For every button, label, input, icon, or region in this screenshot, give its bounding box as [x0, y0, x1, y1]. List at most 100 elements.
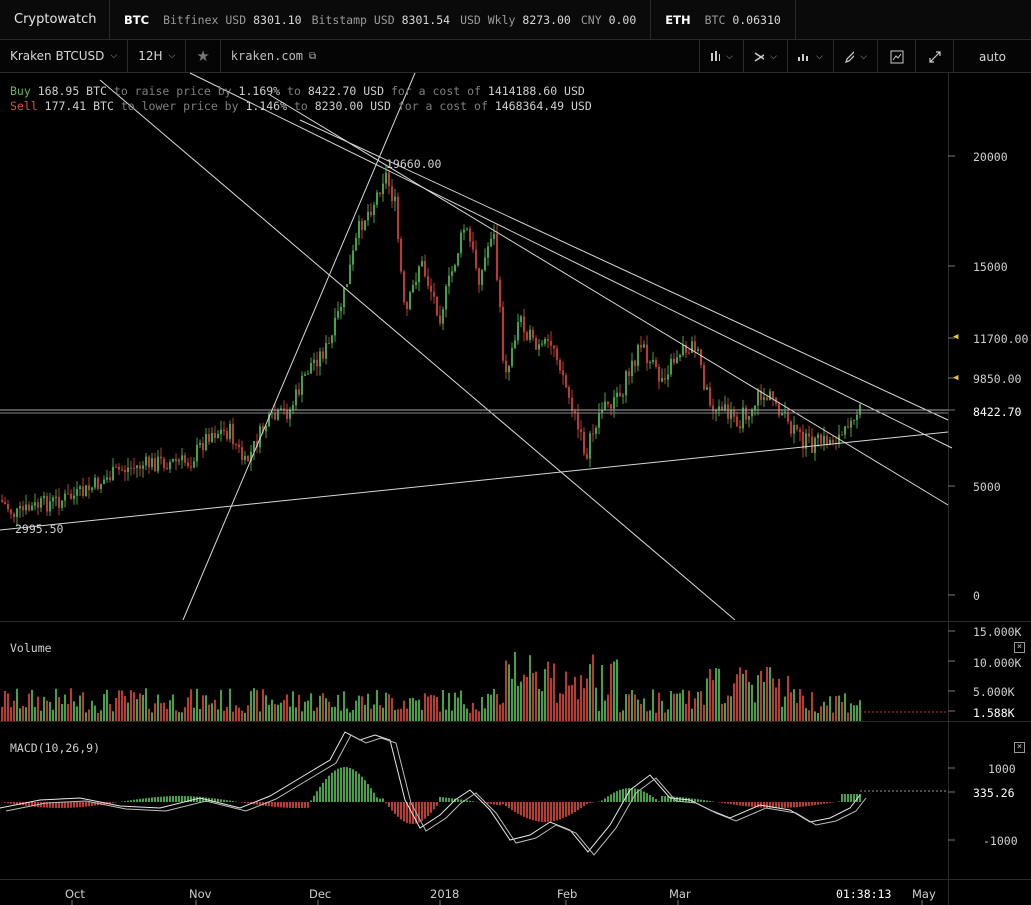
- chart-type-button[interactable]: ⌵: [787, 40, 833, 73]
- volume-bar: [76, 706, 78, 721]
- volume-bar: [814, 711, 816, 721]
- ticker-weekly[interactable]: USD Wkly 8273.00: [460, 12, 571, 27]
- macd-histogram-bar: [268, 802, 270, 807]
- volume-bar: [574, 676, 576, 721]
- macd-histogram-bar: [280, 802, 282, 808]
- candle-body: [109, 477, 111, 481]
- macd-histogram-bar: [703, 800, 705, 802]
- candle-body: [769, 391, 771, 401]
- volume-bar: [112, 711, 114, 721]
- candle-body: [328, 343, 330, 345]
- macd-histogram-bar: [148, 797, 150, 802]
- macd-histogram-bar: [571, 802, 573, 814]
- volume-bar: [772, 678, 774, 721]
- fullscreen-button[interactable]: [915, 40, 953, 73]
- candle-body: [46, 495, 48, 512]
- candle-body: [313, 359, 315, 363]
- volume-bar: [628, 694, 630, 721]
- candle-body: [583, 431, 585, 454]
- candle-body: [565, 375, 567, 388]
- candle-body: [694, 341, 696, 351]
- draw-button[interactable]: ⌵: [833, 40, 877, 73]
- candle-body: [577, 413, 579, 430]
- macd-histogram-bar: [700, 799, 702, 802]
- candle-body: [175, 458, 177, 462]
- close-macd-icon[interactable]: ×: [1014, 742, 1025, 753]
- macd-histogram-bar: [751, 802, 753, 807]
- macd-histogram-bar: [187, 796, 189, 802]
- volume-bar: [754, 702, 756, 721]
- candle-body: [208, 433, 210, 442]
- candle-body: [301, 375, 303, 395]
- volume-bar: [502, 702, 504, 721]
- macd-histogram-bar: [805, 802, 807, 807]
- candle-body: [379, 192, 381, 195]
- draw-icon: [845, 50, 855, 63]
- close-volume-icon[interactable]: ×: [1014, 642, 1025, 653]
- market-selector[interactable]: Kraken BTCUSD ⌵: [0, 39, 129, 73]
- volume-bar: [154, 703, 156, 721]
- indicators-button[interactable]: ⌵: [743, 40, 787, 73]
- btc-ticker-group[interactable]: BTC Bitfinex USD 8301.10 Bitstamp USD 83…: [110, 0, 652, 40]
- volume-bar: [835, 696, 837, 721]
- macd-histogram-bar: [292, 802, 294, 808]
- candle-body: [289, 409, 291, 419]
- macd-histogram-bar: [562, 802, 564, 819]
- volume-bar: [271, 699, 273, 721]
- macd-histogram-bar: [49, 802, 51, 808]
- macd-histogram-bar: [322, 782, 324, 802]
- volume-bar: [700, 691, 702, 721]
- macd-histogram-bar: [259, 802, 261, 806]
- favorite-button[interactable]: ★: [186, 39, 221, 73]
- volume-bar: [595, 687, 597, 721]
- sell-line: Sell 177.41 BTC to lower price by 1.146%…: [10, 99, 592, 113]
- candle-body: [505, 360, 507, 373]
- ticker-bitfinex[interactable]: Bitfinex USD 8301.10: [163, 12, 302, 27]
- ticker-cny[interactable]: CNY 0.00: [580, 12, 637, 27]
- screenshot-button[interactable]: [877, 40, 915, 73]
- volume-bar: [487, 693, 489, 721]
- exchange-link[interactable]: kraken.com ⧉: [221, 40, 326, 73]
- chevron-down-icon: ⌵: [168, 51, 176, 61]
- volume-bar: [475, 709, 477, 721]
- macd-histogram-bar: [676, 796, 678, 802]
- macd-histogram-bar: [184, 796, 186, 802]
- volume-bar: [85, 712, 87, 721]
- volume-bar: [469, 712, 471, 721]
- volume-bar: [55, 688, 57, 721]
- volume-bar: [568, 685, 570, 721]
- candles-button[interactable]: ⌵: [699, 40, 743, 73]
- candle-body: [682, 344, 684, 355]
- candle-body: [322, 351, 324, 359]
- scale-mode-button[interactable]: auto: [953, 40, 1031, 73]
- chevron-down-icon: ⌵: [770, 51, 777, 62]
- candle-body: [640, 344, 642, 348]
- macd-histogram-bar: [664, 796, 666, 802]
- candle-body: [586, 453, 588, 459]
- volume-bar: [349, 712, 351, 721]
- ticker-eth-btc[interactable]: BTC 0.06310: [704, 12, 781, 27]
- candle-body: [589, 433, 591, 459]
- volume-bar: [421, 709, 423, 721]
- volume-bar: [439, 711, 441, 721]
- candle-body: [781, 412, 783, 416]
- eth-ticker-group[interactable]: ETH BTC 0.06310: [651, 0, 796, 40]
- macd-histogram-bar: [787, 802, 789, 808]
- volume-pane[interactable]: [0, 622, 1031, 722]
- candle-body: [241, 447, 243, 460]
- volume-bar: [169, 700, 171, 721]
- macd-histogram-bar: [631, 788, 633, 802]
- interval-selector[interactable]: 12H ⌵: [128, 39, 187, 73]
- macd-histogram-bar: [661, 796, 663, 802]
- volume-bar: [364, 704, 366, 721]
- macd-histogram-bar: [739, 802, 741, 806]
- volume-bar: [586, 678, 588, 721]
- app-brand[interactable]: Cryptowatch: [0, 0, 110, 40]
- price-pane[interactable]: [0, 73, 1031, 622]
- volume-bar: [256, 690, 258, 721]
- volume-bar: [679, 693, 681, 721]
- macd-histogram-bar: [160, 796, 162, 802]
- macd-pane[interactable]: [0, 722, 1031, 880]
- ticker-bitstamp[interactable]: Bitstamp USD 8301.54: [311, 12, 451, 27]
